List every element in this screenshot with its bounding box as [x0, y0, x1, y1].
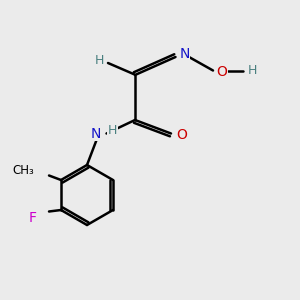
- Text: CH₃: CH₃: [12, 164, 34, 178]
- Text: N: N: [91, 127, 101, 140]
- Text: H: H: [94, 53, 104, 67]
- Text: H: H: [108, 124, 117, 137]
- Text: H: H: [247, 64, 257, 77]
- Text: O: O: [217, 65, 227, 79]
- Text: O: O: [176, 128, 187, 142]
- Text: N: N: [179, 47, 190, 61]
- Text: F: F: [29, 211, 37, 224]
